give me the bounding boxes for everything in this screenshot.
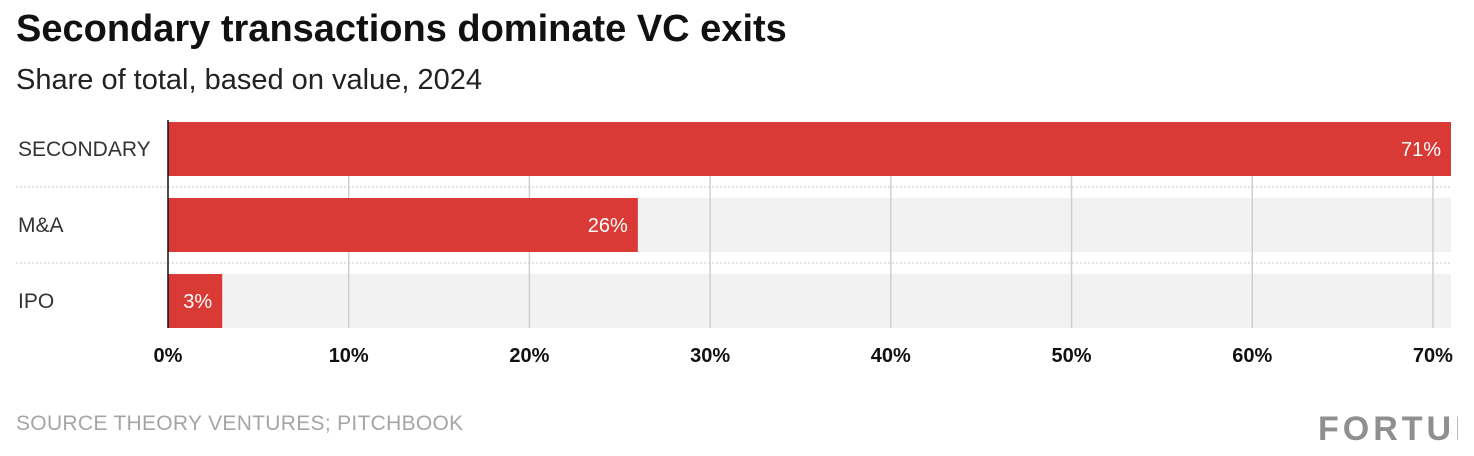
category-label: SECONDARY xyxy=(18,138,151,161)
x-tick-label: 70% xyxy=(1413,345,1453,367)
data-label: 71% xyxy=(1401,139,1441,161)
fortune-logo: FORTUNE xyxy=(1318,410,1458,456)
category-label: M&A xyxy=(18,214,64,237)
data-label: 26% xyxy=(588,215,628,237)
bar-track xyxy=(168,274,1451,328)
source-note: SOURCE THEORY VENTURES; PITCHBOOK xyxy=(16,412,464,435)
x-tick-label: 50% xyxy=(1052,345,1092,367)
bar-ipo xyxy=(168,274,223,328)
bar-m-a xyxy=(168,198,638,252)
x-tick-label: 20% xyxy=(509,345,549,367)
data-label: 3% xyxy=(183,291,212,313)
x-tick-label: 40% xyxy=(871,345,911,367)
logo-text: FORTUNE xyxy=(1318,410,1458,448)
chart-subtitle: Share of total, based on value, 2024 xyxy=(16,64,482,96)
x-tick-label: 60% xyxy=(1232,345,1272,367)
x-tick-label: 10% xyxy=(329,345,369,367)
x-tick-label: 30% xyxy=(690,345,730,367)
bar-secondary xyxy=(168,122,1451,176)
category-label: IPO xyxy=(18,290,54,313)
chart-title: Secondary transactions dominate VC exits xyxy=(16,8,787,50)
bar-chart: SECONDARY 71% M&A 26% IPO 3% 0% 10% 20% 30% 40% 50%… xyxy=(16,120,1453,367)
x-tick-label: 0% xyxy=(154,345,183,367)
